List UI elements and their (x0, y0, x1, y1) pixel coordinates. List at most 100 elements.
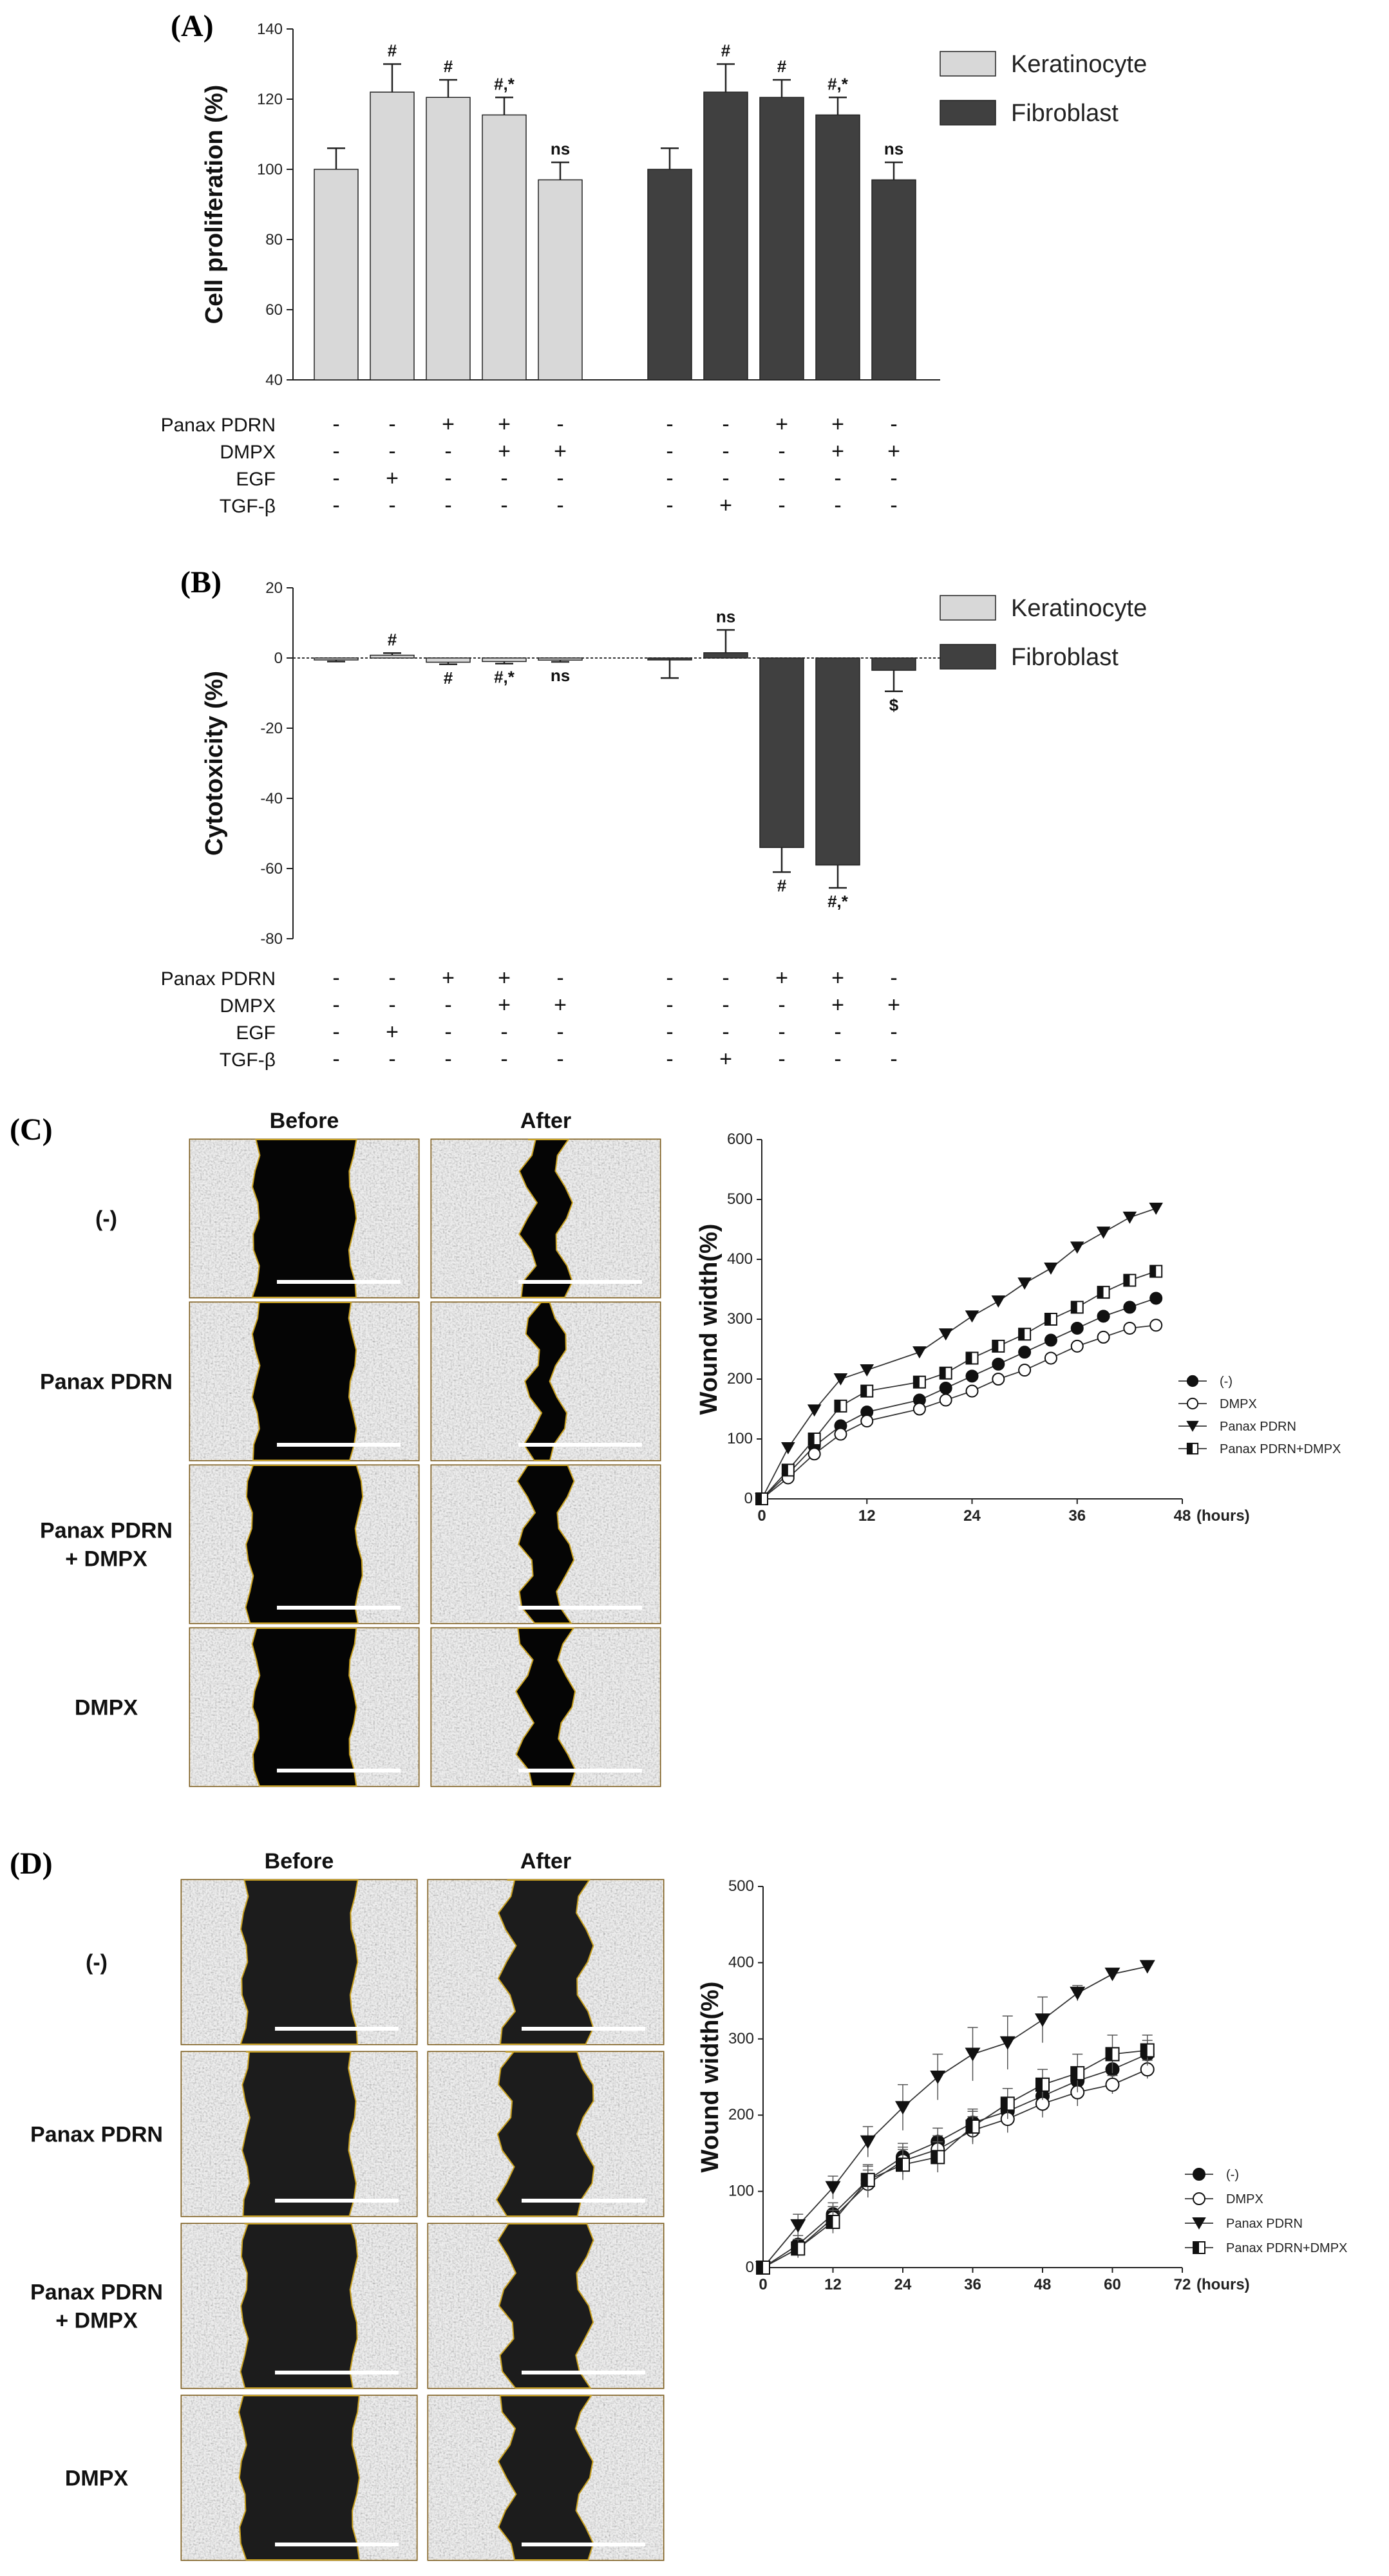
treatment-label: Panax PDRN (161, 415, 276, 436)
series-line (761, 1297, 1157, 1500)
legend-swatch (940, 100, 996, 126)
micrograph (189, 1301, 420, 1462)
y-axis-label: Wound width(%) (695, 1224, 723, 1415)
panel-c-image-grid: Before After (-) Panax PDRN Panax PDRN + DMPX… (40, 1109, 661, 1787)
treatment-symbol: - (556, 1020, 563, 1044)
legend-swatch (940, 595, 996, 621)
point-half (757, 2261, 763, 2274)
y-tick-label: 300 (728, 2030, 754, 2047)
micrograph (430, 1301, 661, 1462)
row-label: (-) (95, 1207, 117, 1232)
y-tick-label: 0 (744, 1490, 753, 1507)
point (1193, 2192, 1205, 2205)
treatment-symbol: - (444, 493, 451, 518)
bar (647, 169, 692, 381)
bar (370, 91, 415, 381)
treatment-symbol: + (719, 493, 732, 518)
row-label: (-) (86, 1951, 108, 1975)
series-line (762, 2049, 1148, 2268)
micrograph (180, 2051, 418, 2217)
point (1122, 1211, 1137, 1224)
wound-gap (245, 1465, 364, 1624)
point (1044, 1262, 1058, 1275)
legend-label: Keratinocyte (1011, 595, 1147, 622)
treatment-symbol: - (890, 412, 897, 437)
point (1096, 1227, 1111, 1239)
bar (871, 657, 916, 671)
treatment-symbol: - (722, 466, 729, 491)
point (930, 2071, 946, 2084)
point (860, 2135, 876, 2149)
treatment-symbol: + (831, 993, 844, 1017)
x-tick-label: 48 (1034, 2276, 1052, 2293)
point-half (756, 1493, 762, 1505)
treatment-symbol: - (388, 439, 395, 464)
point (999, 2036, 1016, 2050)
treatment-symbol: - (722, 966, 729, 990)
x-tick-label: 0 (759, 2276, 767, 2293)
y-tick-label: 400 (727, 1250, 753, 1268)
point (808, 1447, 821, 1461)
legend-label: (-) (1220, 1375, 1233, 1389)
y-tick-label: 40 (265, 371, 283, 389)
y-tick-label: -40 (260, 790, 283, 807)
treatment-symbol: + (498, 412, 511, 437)
treatment-symbol: - (556, 1047, 563, 1071)
wound-gap (515, 1628, 576, 1787)
panel-a-chart: 40 60 80 100 120 140 Cell proliferation (%) # # #… (161, 21, 1148, 518)
treatment-symbol: - (722, 1020, 729, 1044)
point (1186, 1397, 1199, 1410)
legend-label: Panax PDRN+DMPX (1220, 1442, 1341, 1456)
series-line (762, 1966, 1148, 2268)
point-half (966, 1352, 972, 1364)
micrograph (189, 1627, 420, 1787)
bar (815, 114, 860, 381)
bar (314, 169, 359, 381)
x-tick-label: 60 (1104, 2276, 1121, 2293)
point (1139, 1960, 1155, 1974)
significance-label: ns (551, 139, 570, 158)
treatment-symbol: - (666, 493, 673, 518)
point (834, 1427, 847, 1441)
point-half (1097, 1286, 1104, 1299)
treatment-symbol: - (778, 466, 785, 491)
y-tick-label: 100 (257, 161, 283, 178)
point (895, 2101, 911, 2115)
series-line (761, 1208, 1157, 1500)
wound-gap (251, 1139, 357, 1298)
treatment-symbol: - (556, 412, 563, 437)
bar (314, 657, 359, 661)
treatment-symbol: - (500, 1047, 507, 1071)
wound-gap (523, 1302, 568, 1461)
column-label: Before (265, 1849, 334, 1874)
treatment-symbol: - (666, 966, 673, 990)
series-line (761, 1324, 1157, 1500)
treatment-symbol: + (775, 966, 788, 990)
treatment-symbol: - (890, 966, 897, 990)
point (1186, 1420, 1199, 1432)
y-axis-label: Wound width(%) (697, 1982, 724, 2173)
bar (871, 179, 916, 381)
wound-gap (251, 1628, 357, 1787)
bar (703, 652, 748, 659)
significance-label: $ (889, 695, 899, 715)
point (1035, 2013, 1050, 2027)
treatment-symbol: - (666, 412, 673, 437)
y-tick-label: 20 (265, 579, 283, 597)
treatment-label: EGF (236, 469, 276, 490)
bar (426, 657, 471, 663)
treatment-symbol: - (556, 966, 563, 990)
point-half (1001, 2097, 1008, 2111)
x-tick-label: 36 (964, 2276, 981, 2293)
y-tick-label: 120 (257, 91, 283, 108)
y-tick-label: 600 (727, 1131, 753, 1148)
point-half (835, 1400, 841, 1412)
legend-label: Panax PDRN (1220, 1420, 1296, 1434)
treatment-symbol: - (500, 1020, 507, 1044)
treatment-symbol: - (890, 1020, 897, 1044)
significance-label: ns (716, 606, 735, 626)
point (1070, 1321, 1084, 1335)
treatment-symbol: - (444, 993, 451, 1017)
